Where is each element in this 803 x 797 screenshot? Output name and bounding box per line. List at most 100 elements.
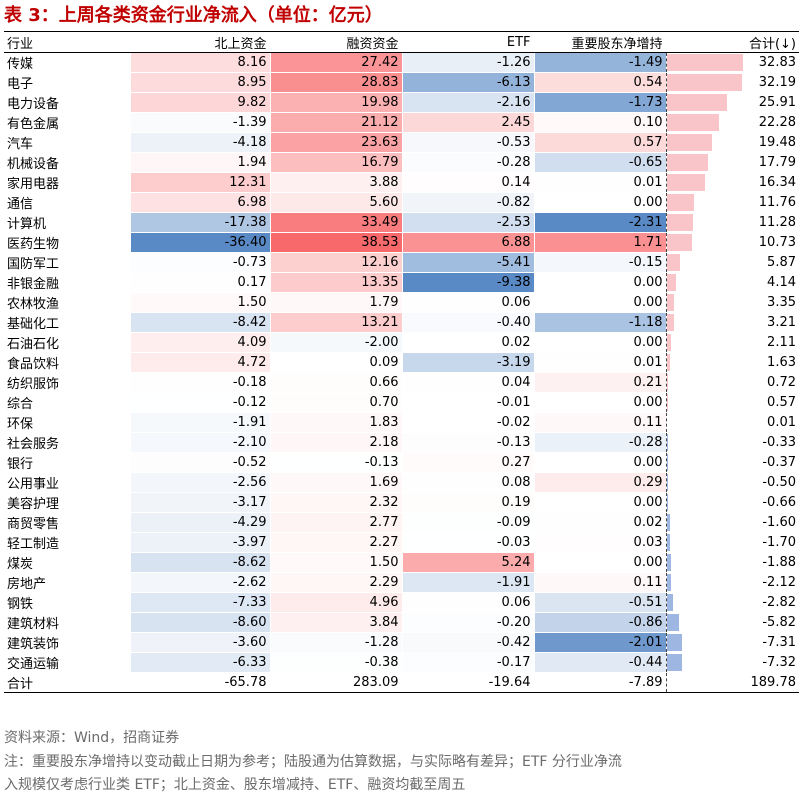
margin-cell: 1.79 bbox=[270, 293, 402, 313]
north-cell: -0.12 bbox=[130, 393, 270, 413]
total-cell: 0.01 bbox=[666, 413, 799, 433]
total-value: -0.37 bbox=[670, 455, 797, 470]
total-value: 2.11 bbox=[670, 335, 797, 350]
total-value: 0.01 bbox=[670, 415, 797, 430]
total-value: 11.28 bbox=[670, 215, 797, 230]
north-cell: -8.60 bbox=[130, 613, 270, 633]
margin-cell: 28.83 bbox=[270, 73, 402, 93]
etf-cell: 0.14 bbox=[402, 173, 534, 193]
margin-cell: 2.32 bbox=[270, 493, 402, 513]
total-cell: 17.79 bbox=[666, 153, 799, 173]
source-note: 资料来源：Wind，招商证券 bbox=[4, 726, 799, 750]
holder-cell: -0.86 bbox=[534, 613, 666, 633]
industry-cell: 电力设备 bbox=[4, 93, 130, 113]
total-value: 16.34 bbox=[670, 175, 797, 190]
header-margin: 融资资金 bbox=[270, 32, 402, 53]
holder-cell: 0.00 bbox=[534, 393, 666, 413]
etf-cell: -1.26 bbox=[402, 53, 534, 73]
margin-cell: 1.50 bbox=[270, 553, 402, 573]
total-value: -7.31 bbox=[670, 635, 797, 650]
etf-cell: -0.82 bbox=[402, 193, 534, 213]
margin-cell: 4.96 bbox=[270, 593, 402, 613]
holder-cell: -1.49 bbox=[534, 53, 666, 73]
footnote-line-2: 入规模仅考虑行业类 ETF；北上资金、股东增减持、ETF、融资均截至周五 bbox=[4, 773, 799, 797]
industry-cell: 农林牧渔 bbox=[4, 293, 130, 313]
total-value: 0.57 bbox=[670, 395, 797, 410]
total-cell: 0.72 bbox=[666, 373, 799, 393]
industry-cell: 通信 bbox=[4, 193, 130, 213]
total-cell: -0.66 bbox=[666, 493, 799, 513]
industry-cell: 机械设备 bbox=[4, 153, 130, 173]
industry-cell: 社会服务 bbox=[4, 433, 130, 453]
holder-cell: 0.00 bbox=[534, 333, 666, 353]
industry-cell: 国防军工 bbox=[4, 253, 130, 273]
margin-cell: 2.29 bbox=[270, 573, 402, 593]
north-cell: -1.91 bbox=[130, 413, 270, 433]
total-value: -2.82 bbox=[670, 595, 797, 610]
north-cell: -36.40 bbox=[130, 233, 270, 253]
margin-cell: 5.60 bbox=[270, 193, 402, 213]
total-cell: 11.76 bbox=[666, 193, 799, 213]
negative-total-bar bbox=[667, 494, 668, 511]
total-cell: 32.83 bbox=[666, 53, 799, 73]
north-cell: 0.17 bbox=[130, 273, 270, 293]
total-cell: 3.21 bbox=[666, 313, 799, 333]
total-value: 11.76 bbox=[670, 195, 797, 210]
industry-cell: 非银金融 bbox=[4, 273, 130, 293]
industry-cell: 银行 bbox=[4, 453, 130, 473]
industry-cell: 家用电器 bbox=[4, 173, 130, 193]
total-cell: 22.28 bbox=[666, 113, 799, 133]
holder-cell: 0.11 bbox=[534, 573, 666, 593]
north-cell: -0.18 bbox=[130, 373, 270, 393]
total-margin-cell: 283.09 bbox=[270, 673, 402, 693]
north-cell: -3.17 bbox=[130, 493, 270, 513]
negative-total-bar bbox=[667, 454, 668, 471]
north-cell: -0.73 bbox=[130, 253, 270, 273]
industry-cell: 有色金属 bbox=[4, 113, 130, 133]
industry-cell: 食品饮料 bbox=[4, 353, 130, 373]
total-value: -2.12 bbox=[670, 575, 797, 590]
margin-cell: 2.77 bbox=[270, 513, 402, 533]
total-cell: 1.63 bbox=[666, 353, 799, 373]
total-value: -1.70 bbox=[670, 535, 797, 550]
header-total-sort[interactable]: 合计(↓) bbox=[666, 32, 799, 53]
north-cell: -2.62 bbox=[130, 573, 270, 593]
industry-cell: 环保 bbox=[4, 413, 130, 433]
total-cell: 4.14 bbox=[666, 273, 799, 293]
margin-cell: 38.53 bbox=[270, 233, 402, 253]
north-cell: -1.39 bbox=[130, 113, 270, 133]
north-cell: -4.18 bbox=[130, 133, 270, 153]
total-value: -5.82 bbox=[670, 615, 797, 630]
etf-cell: -0.40 bbox=[402, 313, 534, 333]
holder-cell: 0.10 bbox=[534, 113, 666, 133]
margin-cell: -1.28 bbox=[270, 633, 402, 653]
total-value: 32.19 bbox=[670, 75, 797, 90]
north-cell: 12.31 bbox=[130, 173, 270, 193]
etf-cell: 0.08 bbox=[402, 473, 534, 493]
table-title: 表 3：上周各类资金行业净流入（单位：亿元） bbox=[4, 3, 383, 29]
footnote-line-1: 注：重要股东净增持以变动截止日期为参考；陆股通为估算数据，与实际略有差异；ETF… bbox=[4, 750, 799, 774]
etf-cell: -9.38 bbox=[402, 273, 534, 293]
total-value: -7.32 bbox=[670, 655, 797, 670]
table-row: 建筑装饰-3.60-1.28-0.42-2.01-7.31 bbox=[4, 633, 799, 653]
north-cell: -3.60 bbox=[130, 633, 270, 653]
holder-cell: -0.44 bbox=[534, 653, 666, 673]
industry-cell: 美容护理 bbox=[4, 493, 130, 513]
header-etf: ETF bbox=[402, 32, 534, 53]
north-cell: -2.56 bbox=[130, 473, 270, 493]
total-value: -1.60 bbox=[670, 515, 797, 530]
total-holder-cell: -7.89 bbox=[534, 673, 666, 693]
industry-cell: 建筑材料 bbox=[4, 613, 130, 633]
